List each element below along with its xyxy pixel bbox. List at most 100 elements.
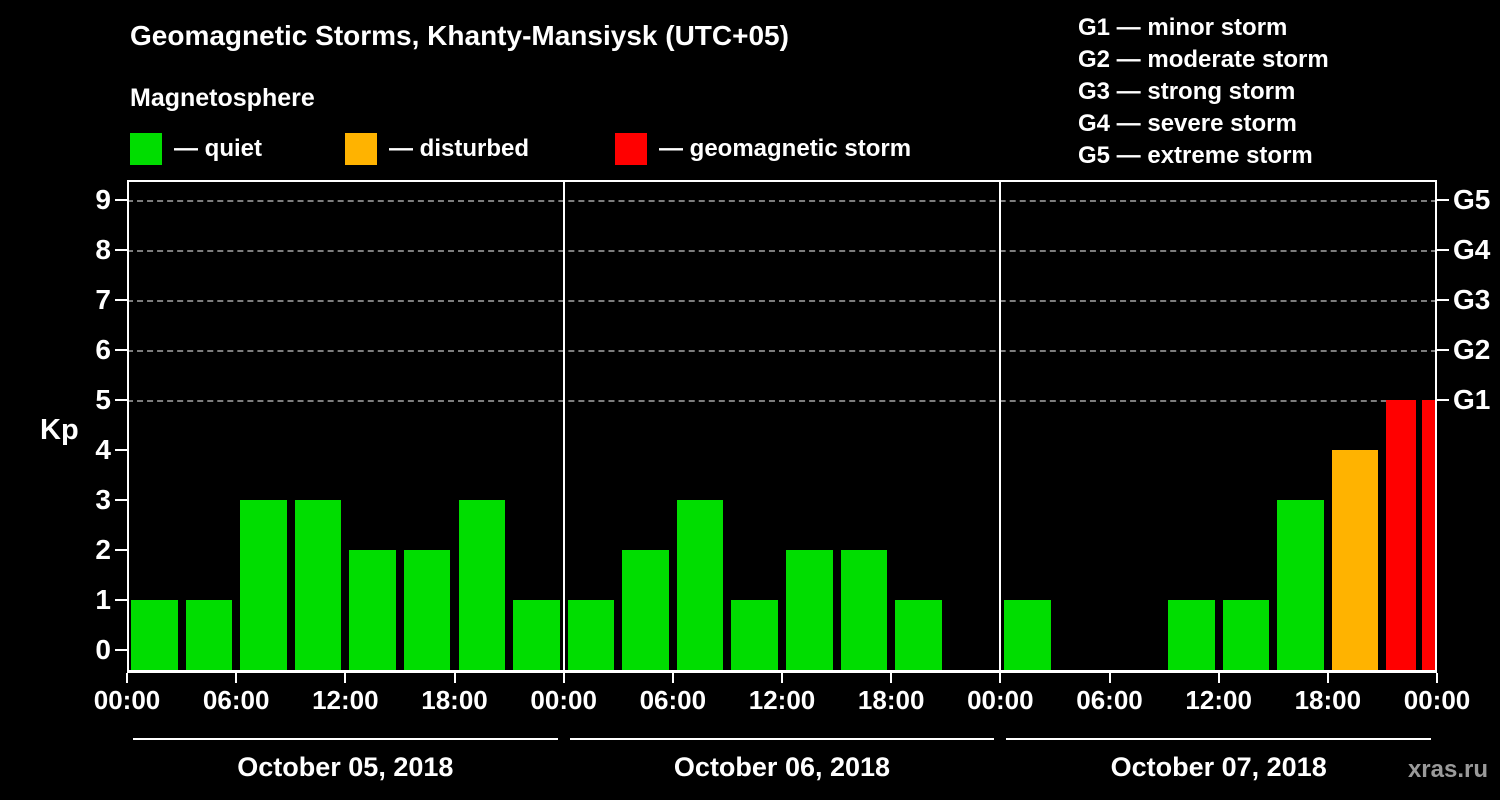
storm-scale-item-g4: G4 — severe storm [1078,110,1297,137]
g-scale-tick-label: G2 [1453,334,1491,365]
y-axis-tick [115,249,127,251]
kp-bar [840,550,888,670]
y-axis-tick [115,599,127,601]
y-axis-tick-label: 3 [95,484,111,515]
g-scale-tick-label: G4 [1453,234,1491,265]
right-axis-tick [1437,399,1449,401]
storm-color-swatch [615,133,647,165]
date-label: October 07, 2018 [1110,752,1327,782]
right-axis-line [1435,180,1437,673]
x-axis-tick-label: 18:00 [1294,685,1362,715]
x-axis-tick [235,673,238,683]
date-label: October 05, 2018 [237,752,454,782]
x-axis-tick-label: 06:00 [202,685,270,715]
x-axis-tick [781,673,783,683]
x-axis-tick [671,673,674,683]
g-scale-tick-label: G5 [1453,184,1491,215]
y-axis-tick [115,299,127,301]
x-axis-tick [890,673,893,683]
kp-bar [567,600,615,670]
x-axis-tick-label: 12:00 [748,685,816,715]
storm-scale-item-g3: G3 — strong storm [1078,78,1296,105]
plot-top-border [127,180,1437,182]
kp-bar [1168,600,1215,670]
date-label: October 06, 2018 [673,752,891,782]
right-axis-tick [1437,249,1449,251]
y-axis-tick-label: 9 [95,184,111,215]
y-axis-tick-label: 2 [95,534,111,565]
y-axis-tick [115,499,127,501]
y-axis-tick [115,449,127,451]
kp-bar [676,500,724,670]
kp-bar [458,500,506,670]
x-axis-tick [1108,673,1111,683]
y-axis-line [127,180,129,673]
day-separator [999,180,1002,673]
x-axis-tick-label: 00:00 [1403,685,1471,715]
x-axis-tick-label: 18:00 [421,685,488,715]
kp-bar [240,500,287,670]
page-title: Geomagnetic Storms, Khanty-Mansiysk (UTC… [130,20,789,51]
kp-bar [185,600,233,670]
kp-bar [1004,600,1051,670]
date-bracket [133,738,558,740]
x-axis-tick-label: 12:00 [312,685,379,715]
x-axis-tick-label: 00:00 [93,685,161,715]
storm-label: — geomagnetic storm [659,135,912,162]
day-separator [562,180,565,673]
x-axis-tick-label: 06:00 [1076,685,1143,715]
x-axis-tick [126,673,128,683]
kp-gridline [127,400,1437,402]
kp-bar [1331,450,1379,670]
kp-bar [1222,600,1270,670]
quiet-color-swatch [130,133,162,165]
kp-bar [731,600,778,670]
y-axis-tick [115,349,127,351]
legend-item-disturbed: — disturbed [345,133,529,165]
x-axis-tick [344,673,347,683]
y-axis-tick-label: 1 [95,584,111,615]
legend-item-storm: — geomagnetic storm [615,133,911,165]
right-axis-tick [1437,349,1449,351]
kp-bar [622,550,669,670]
y-axis-tick [115,399,127,401]
x-axis-tick-label: 00:00 [530,685,597,715]
disturbed-color-swatch [345,133,377,165]
x-axis-line [127,670,1437,673]
right-axis-tick [1437,299,1449,301]
kp-gridline [127,300,1437,302]
disturbed-label: — disturbed [389,135,530,162]
kp-bar [349,550,396,670]
y-axis-tick [115,199,127,201]
g-scale-tick-label: G1 [1453,384,1491,415]
y-axis-tick [115,649,127,651]
kp-bar [1277,500,1324,670]
x-axis-tick-label: 00:00 [967,685,1034,715]
kp-bar [131,600,178,670]
g-scale-tick-label: G3 [1453,284,1491,315]
storm-scale-legend: G1 — minor storm G2 — moderate storm G3 … [1078,12,1329,172]
x-axis-tick-label: 18:00 [857,685,925,715]
legend-item-quiet: — quiet [130,133,262,165]
x-axis-tick-label: 06:00 [639,685,707,715]
storm-scale-item-g5: G5 — extreme storm [1078,142,1313,169]
x-axis-tick [999,673,1002,683]
kp-bar [895,600,942,670]
storm-scale-item-g1: G1 — minor storm [1078,14,1288,41]
kp-gridline [127,250,1437,252]
y-axis-tick-label: 5 [95,384,111,415]
kp-bar [786,550,833,670]
kp-axis-title: Kp [40,414,79,446]
y-axis-tick-label: 8 [95,234,111,265]
date-bracket [569,738,995,740]
kp-gridline [127,350,1437,352]
y-axis-tick-label: 7 [95,284,111,315]
y-axis-tick-label: 0 [95,634,111,665]
magnetosphere-label: Magnetosphere [130,84,315,112]
quiet-label: — quiet [174,135,262,162]
plot-area: 0 1 2 3 4 5 6 7 8 9 G1 G2 G3 G4 G5 00:00 06:00 12:00 18:00… [94,180,1490,782]
kp-bar-partial [1416,400,1437,670]
x-axis-tick [562,673,565,683]
x-axis-tick-label: 12:00 [1185,685,1252,715]
